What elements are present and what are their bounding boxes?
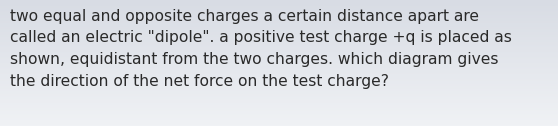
Text: two equal and opposite charges a certain distance apart are
called an electric ": two equal and opposite charges a certain… [10, 9, 512, 89]
